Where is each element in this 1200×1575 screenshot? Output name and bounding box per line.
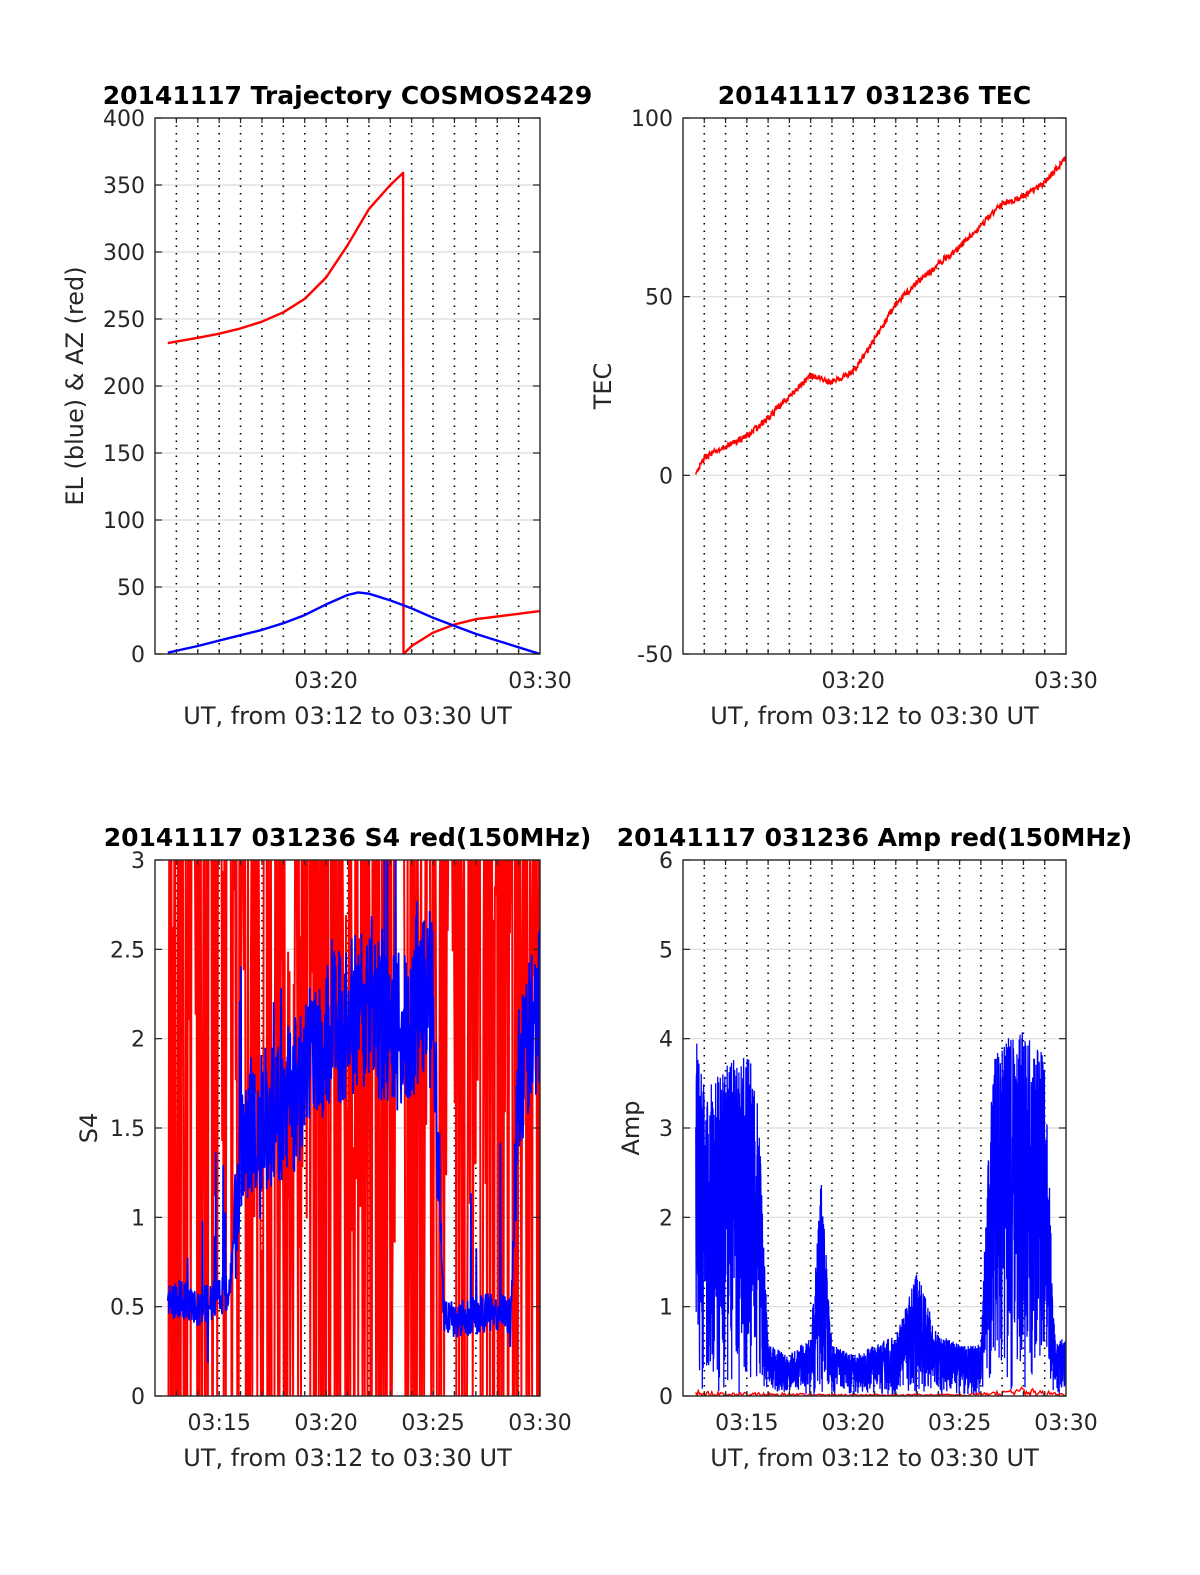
y-axis-label: Amp: [617, 1100, 645, 1155]
x-tick-label: 03:30: [1034, 1411, 1097, 1436]
y-tick-label: 200: [103, 375, 145, 400]
x-tick-label: 03:20: [294, 1411, 357, 1436]
x-tick-label: 03:20: [822, 669, 885, 694]
x-tick-label: 03:15: [715, 1411, 778, 1436]
y-tick-label: 50: [645, 286, 673, 311]
panel-title: 20141117 Trajectory COSMOS2429: [103, 81, 593, 110]
x-tick-label: 03:20: [294, 669, 357, 694]
y-tick-label: 400: [103, 107, 145, 132]
y-axis-label: TEC: [589, 363, 617, 411]
y-tick-label: 0: [659, 464, 673, 489]
y-tick-label: 0: [131, 1385, 145, 1410]
series-line-blue: [166, 860, 540, 1363]
y-tick-label: 1.5: [110, 1117, 145, 1142]
y-tick-label: 300: [103, 241, 145, 266]
series-group: [166, 860, 540, 1396]
x-axis-label: UT, from 03:12 to 03:30 UT: [183, 1444, 512, 1472]
panel-s4: 0 0.5 1 1.5 2 2.5 3 03:15 03:20 03:25 03:30 UT, fro…: [75, 823, 592, 1472]
y-tick-label: 0: [131, 643, 145, 668]
y-tick-label: 100: [103, 509, 145, 534]
x-axis-label: UT, from 03:12 to 03:30 UT: [710, 702, 1039, 730]
y-tick-label: -50: [637, 643, 673, 668]
series-group: [167, 171, 540, 654]
x-tick-label: 03:25: [928, 1411, 991, 1436]
panel-trajectory: 0 50 100 150 200 250 300 350 400 03:20 03:30 UT, fr…: [61, 81, 592, 730]
x-axis-label: UT, from 03:12 to 03:30 UT: [710, 1444, 1039, 1472]
x-tick-label: 03:30: [1034, 669, 1097, 694]
y-tick-label: 3: [131, 849, 145, 874]
x-tick-label: 03:30: [508, 1411, 571, 1436]
y-tick-label: 0.5: [110, 1296, 145, 1321]
y-tick-label: 1: [131, 1206, 145, 1231]
x-tick-label: 03:20: [822, 1411, 885, 1436]
y-tick-label: 2: [659, 1206, 673, 1231]
y-tick-label: 0: [659, 1385, 673, 1410]
series-line-red: [695, 156, 1066, 475]
y-tick-label: 100: [631, 107, 673, 132]
y-axis-label: EL (blue) & AZ (red): [61, 266, 89, 505]
y-tick-label: 2.5: [110, 938, 145, 963]
y-axis-label: S4: [75, 1113, 103, 1144]
panel-title: 20141117 031236 S4 red(150MHz): [104, 823, 592, 852]
x-tick-label: 03:25: [401, 1411, 464, 1436]
y-tick-label: 1: [659, 1296, 673, 1321]
x-tick-label: 03:15: [187, 1411, 250, 1436]
series-line-blue: [167, 591, 540, 654]
series-line-blue: [695, 1032, 1066, 1396]
y-tick-label: 5: [659, 938, 673, 963]
x-axis-label: UT, from 03:12 to 03:30 UT: [183, 702, 512, 730]
y-tick-label: 50: [117, 576, 145, 601]
series-line-red: [167, 171, 540, 654]
y-tick-label: 6: [659, 849, 673, 874]
panel-amp: 0 1 2 3 4 5 6 03:15 03:20 03:25 03:30 UT, from 03:1…: [617, 823, 1133, 1472]
y-tick-label: 250: [103, 308, 145, 333]
x-tick-label: 03:30: [508, 669, 571, 694]
panel-title: 20141117 031236 Amp red(150MHz): [617, 823, 1133, 852]
y-tick-label: 4: [659, 1028, 673, 1053]
series-group: [695, 156, 1066, 475]
y-tick-label: 150: [103, 442, 145, 467]
series-line-red: [167, 860, 540, 1396]
y-tick-label: 350: [103, 174, 145, 199]
panel-tec: -50 0 50 100 03:20 03:30 UT, from 03:12 to 03:…: [589, 81, 1098, 730]
y-tick-label: 3: [659, 1117, 673, 1142]
y-tick-label: 2: [131, 1028, 145, 1053]
panel-title: 20141117 031236 TEC: [718, 81, 1031, 110]
